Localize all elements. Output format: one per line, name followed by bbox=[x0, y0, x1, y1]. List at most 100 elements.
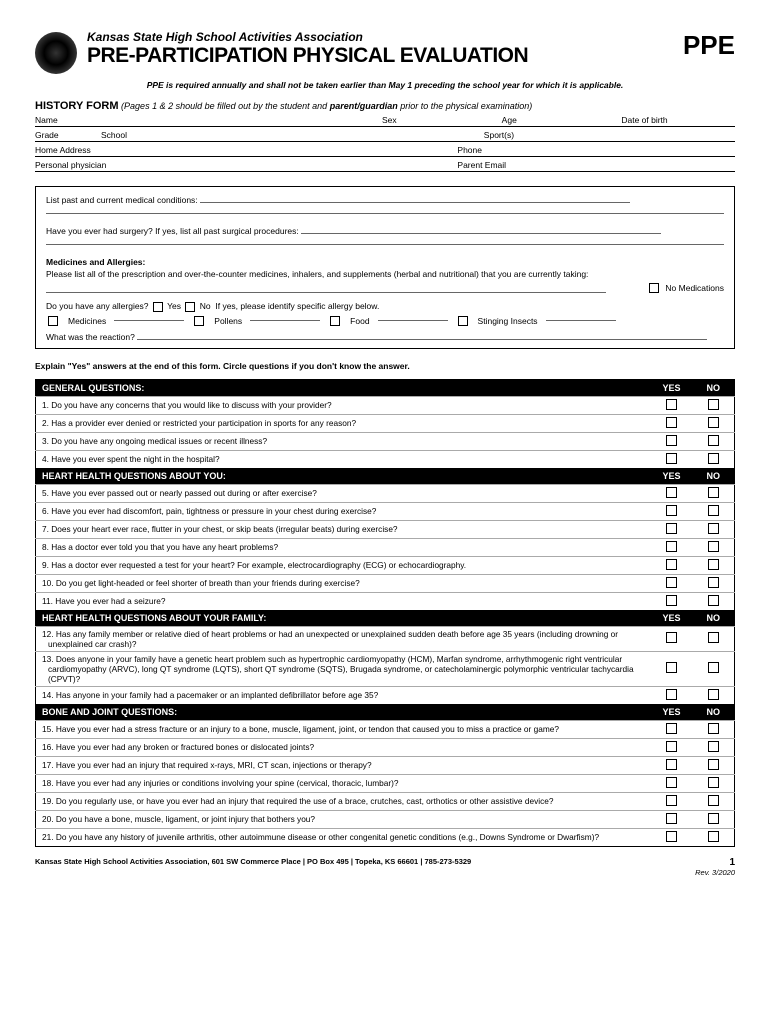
fill-line[interactable] bbox=[114, 320, 184, 321]
label-name: Name bbox=[35, 115, 376, 125]
question-row: 10. Do you get light-headed or feel shor… bbox=[36, 574, 735, 592]
yes-checkbox[interactable] bbox=[666, 741, 677, 752]
yes-checkbox[interactable] bbox=[666, 723, 677, 734]
fill-line[interactable] bbox=[137, 339, 707, 340]
no-cell bbox=[693, 414, 735, 432]
yes-checkbox[interactable] bbox=[666, 595, 677, 606]
yes-checkbox[interactable] bbox=[666, 632, 677, 643]
yes-checkbox[interactable] bbox=[666, 795, 677, 806]
yes-checkbox[interactable] bbox=[666, 505, 677, 516]
no-cell bbox=[693, 592, 735, 610]
question-row: 19. Do you regularly use, or have you ev… bbox=[36, 792, 735, 810]
fill-line[interactable] bbox=[46, 292, 606, 293]
yes-cell bbox=[651, 828, 693, 846]
yes-header: YES bbox=[651, 379, 693, 396]
no-checkbox[interactable] bbox=[708, 831, 719, 842]
allergy-no-checkbox[interactable] bbox=[185, 302, 195, 312]
question-row: 6. Have you ever had discomfort, pain, t… bbox=[36, 502, 735, 520]
yes-checkbox[interactable] bbox=[666, 399, 677, 410]
no-checkbox[interactable] bbox=[708, 523, 719, 534]
allergy-post: If yes, please identify specific allergy… bbox=[215, 301, 379, 311]
yes-checkbox[interactable] bbox=[666, 559, 677, 570]
yes-cell bbox=[651, 450, 693, 468]
no-checkbox[interactable] bbox=[708, 399, 719, 410]
fill-line[interactable] bbox=[301, 233, 661, 234]
fill-line[interactable] bbox=[378, 320, 448, 321]
yes-checkbox[interactable] bbox=[666, 417, 677, 428]
fill-line[interactable] bbox=[546, 320, 616, 321]
no-checkbox[interactable] bbox=[708, 689, 719, 700]
question-row: 7. Does your heart ever race, flutter in… bbox=[36, 520, 735, 538]
history-sub-post: prior to the physical examination) bbox=[398, 101, 533, 111]
no-checkbox[interactable] bbox=[708, 435, 719, 446]
no-checkbox[interactable] bbox=[708, 541, 719, 552]
no-cell bbox=[693, 432, 735, 450]
fill-line[interactable] bbox=[200, 202, 630, 203]
yes-checkbox[interactable] bbox=[666, 435, 677, 446]
yes-checkbox[interactable] bbox=[666, 541, 677, 552]
yes-checkbox[interactable] bbox=[666, 453, 677, 464]
cb-stinging[interactable] bbox=[458, 316, 468, 326]
seal-icon bbox=[35, 32, 77, 74]
question-text: 4. Have you ever spent the night in the … bbox=[36, 450, 651, 468]
no-cell bbox=[693, 792, 735, 810]
yes-cell bbox=[651, 484, 693, 502]
yes-checkbox[interactable] bbox=[666, 577, 677, 588]
surgery: Have you ever had surgery? If yes, list … bbox=[46, 226, 724, 247]
yes-checkbox[interactable] bbox=[666, 689, 677, 700]
question-row: 15. Have you ever had a stress fracture … bbox=[36, 720, 735, 738]
yes-checkbox[interactable] bbox=[666, 662, 677, 673]
yes-cell bbox=[651, 538, 693, 556]
no-cell bbox=[693, 484, 735, 502]
yes-checkbox[interactable] bbox=[666, 487, 677, 498]
fill-line[interactable] bbox=[46, 213, 724, 214]
yes-cell bbox=[651, 502, 693, 520]
no-checkbox[interactable] bbox=[708, 741, 719, 752]
cb-pollens[interactable] bbox=[194, 316, 204, 326]
medical-box: List past and current medical conditions… bbox=[35, 186, 735, 349]
cb-medicines[interactable] bbox=[48, 316, 58, 326]
no-checkbox[interactable] bbox=[708, 632, 719, 643]
no-cell bbox=[693, 502, 735, 520]
yes-cell bbox=[651, 556, 693, 574]
no-checkbox[interactable] bbox=[708, 559, 719, 570]
yes-checkbox[interactable] bbox=[666, 831, 677, 842]
no-checkbox[interactable] bbox=[708, 813, 719, 824]
fill-line[interactable] bbox=[250, 320, 320, 321]
section-title: BONE AND JOINT QUESTIONS: bbox=[36, 704, 651, 721]
question-text: 3. Do you have any ongoing medical issue… bbox=[36, 432, 651, 450]
no-meds-row: No Medications bbox=[647, 283, 724, 293]
no-checkbox[interactable] bbox=[708, 595, 719, 606]
no-cell bbox=[693, 626, 735, 651]
no-meds-checkbox[interactable] bbox=[649, 283, 659, 293]
no-checkbox[interactable] bbox=[708, 759, 719, 770]
no-checkbox[interactable] bbox=[708, 795, 719, 806]
no-checkbox[interactable] bbox=[708, 505, 719, 516]
yes-checkbox[interactable] bbox=[666, 777, 677, 788]
allergy-yes-checkbox[interactable] bbox=[153, 302, 163, 312]
cb-food[interactable] bbox=[330, 316, 340, 326]
no-checkbox[interactable] bbox=[708, 723, 719, 734]
med-text: Please list all of the prescription and … bbox=[46, 269, 724, 279]
explain-text: Explain "Yes" answers at the end of this… bbox=[35, 361, 735, 371]
no-checkbox[interactable] bbox=[708, 777, 719, 788]
info-row-3: Home Address Phone bbox=[35, 142, 735, 157]
section-header: HEART HEALTH QUESTIONS ABOUT YOUR FAMILY… bbox=[36, 610, 735, 627]
questions-table: GENERAL QUESTIONS:YESNO1. Do you have an… bbox=[35, 379, 735, 847]
question-row: 13. Does anyone in your family have a ge… bbox=[36, 651, 735, 686]
yes-checkbox[interactable] bbox=[666, 523, 677, 534]
fill-line[interactable] bbox=[46, 244, 724, 245]
no-checkbox[interactable] bbox=[708, 417, 719, 428]
yes-checkbox[interactable] bbox=[666, 759, 677, 770]
no-checkbox[interactable] bbox=[708, 662, 719, 673]
yes-header: YES bbox=[651, 468, 693, 485]
no-checkbox[interactable] bbox=[708, 577, 719, 588]
info-row-1: Name Sex Age Date of birth bbox=[35, 112, 735, 127]
no-checkbox[interactable] bbox=[708, 453, 719, 464]
question-text: 1. Do you have any concerns that you wou… bbox=[36, 396, 651, 414]
yes-cell bbox=[651, 756, 693, 774]
history-heading: HISTORY FORM bbox=[35, 100, 119, 112]
yes-checkbox[interactable] bbox=[666, 813, 677, 824]
section-title: GENERAL QUESTIONS: bbox=[36, 379, 651, 396]
no-checkbox[interactable] bbox=[708, 487, 719, 498]
